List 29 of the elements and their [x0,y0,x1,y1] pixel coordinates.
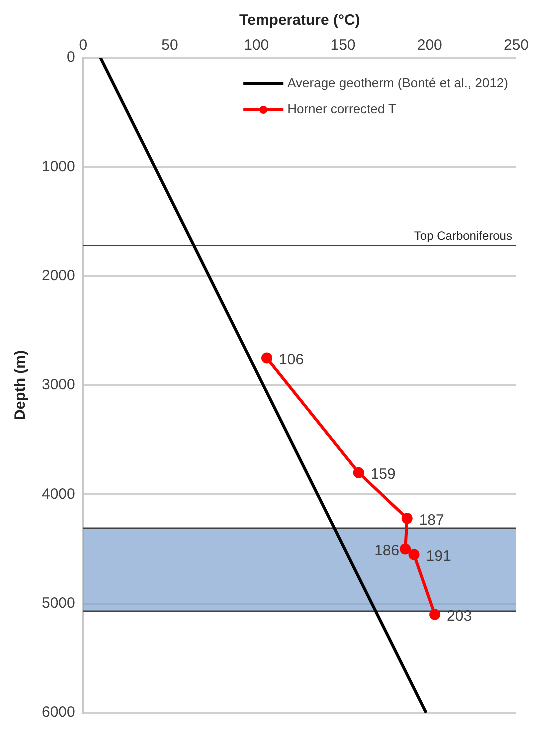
ref-line-label: Top Carboniferous [414,229,512,244]
y-tick-label: 3000 [42,376,76,394]
point [408,549,420,560]
x-tick-label: 0 [79,37,88,54]
point [430,609,441,620]
annotation: 186 [374,542,400,560]
y-tick-label: 6000 [42,704,76,722]
x-tick-label: 100 [244,37,270,54]
x-tick-label: 200 [417,37,442,54]
point [262,352,273,364]
y-axis-title: Depth (m) [12,350,30,420]
y-tick-label: 5000 [42,594,76,612]
x-axis-title: Temperature (°C) [240,12,360,30]
point [400,544,412,555]
annotation: 191 [426,548,452,565]
legend-label: Horner corrected T [288,102,397,117]
annotation: 187 [419,512,444,529]
legend-label: Average geotherm (Bonté et al., 2012) [288,76,508,91]
x-tick-label: 150 [330,37,356,54]
annotation: 106 [279,351,304,368]
y-tick-label: 1000 [42,158,76,176]
y-tick-label: 0 [67,49,76,66]
annotation: 159 [370,466,396,483]
x-tick-label: 250 [504,37,529,54]
x-tick-label: 50 [162,37,178,54]
point [402,513,413,524]
point [353,467,364,478]
y-tick-label: 4000 [42,486,76,503]
y-tick-label: 2000 [42,267,76,284]
